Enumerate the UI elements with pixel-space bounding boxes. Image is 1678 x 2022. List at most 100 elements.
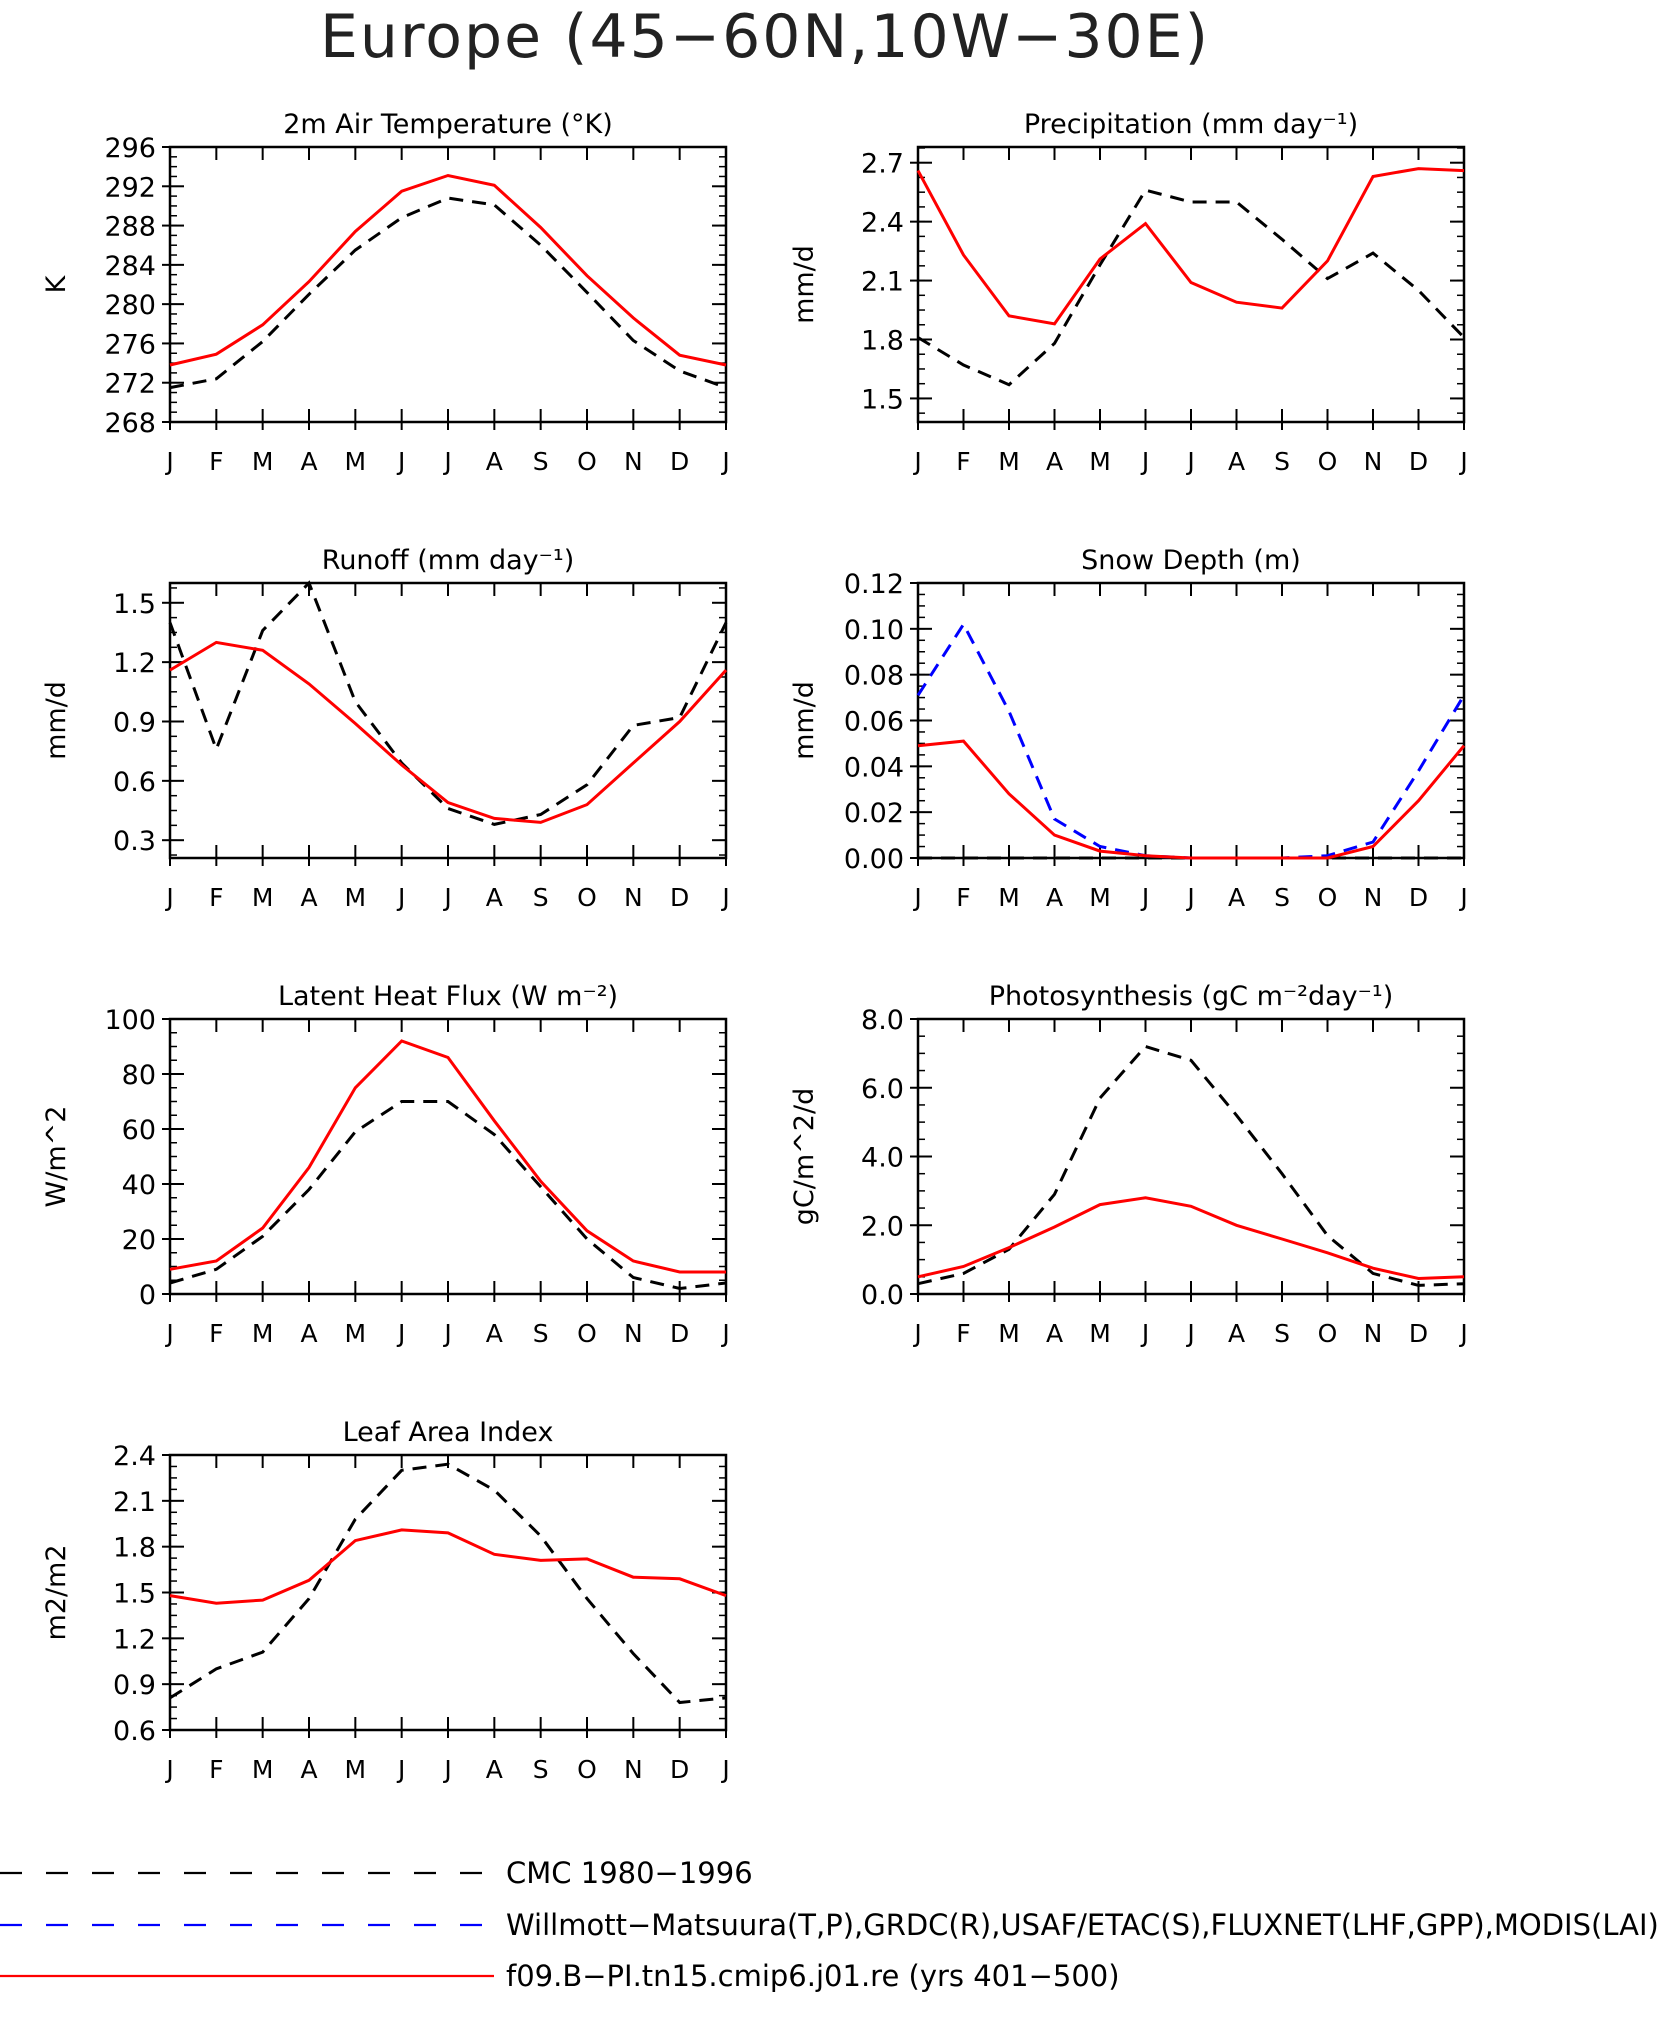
panel-title: Latent Heat Flux (W m⁻²) — [278, 981, 618, 1012]
y-tick-label: 0.04 — [844, 752, 904, 783]
y-tick-label: 80 — [122, 1060, 156, 1091]
dashed-series-line — [916, 621, 1466, 860]
y-tick-label: 1.5 — [113, 589, 156, 620]
panel-title: Leaf Area Index — [343, 1417, 554, 1448]
y-tick-label: 2.1 — [861, 267, 904, 298]
y-tick-label: 2.0 — [861, 1211, 904, 1242]
plot-frame — [168, 581, 728, 860]
month-label: M — [252, 883, 274, 912]
month-label: J — [720, 883, 729, 912]
y-tick-label: 0.12 — [844, 569, 904, 600]
month-label: J — [164, 883, 173, 912]
month-label: S — [1274, 883, 1290, 912]
y-axis-label: mm/d — [789, 245, 820, 324]
month-label: S — [533, 1319, 549, 1348]
panel-title: Precipitation (mm day⁻¹) — [1024, 109, 1358, 140]
y-axis-label: m2/m2 — [41, 1544, 72, 1640]
month-label: D — [1409, 883, 1428, 912]
y-tick-label: 0.9 — [113, 707, 156, 738]
month-label: J — [442, 1319, 451, 1348]
dashed-series-line — [169, 1100, 727, 1291]
month-label: A — [300, 1755, 317, 1784]
panel-title: Photosynthesis (gC m⁻²day⁻¹) — [989, 981, 1393, 1012]
solid-series-line — [917, 1196, 1465, 1281]
month-label: F — [956, 883, 970, 912]
month-label: A — [486, 883, 503, 912]
plot-frame — [168, 1017, 728, 1296]
month-label: F — [209, 1755, 223, 1784]
month-label: A — [486, 1319, 503, 1348]
y-tick-label: 20 — [122, 1225, 156, 1256]
month-label: S — [1274, 447, 1290, 476]
month-label: J — [164, 447, 173, 476]
panel-7: Leaf Area Index m2/m2 0.6 0.9 1.2 1.5 1.8 2.1 2.… — [41, 1417, 730, 1784]
panel-3: Runoff (mm day⁻¹)mm/d0.30.60.91.21.5J F M A… — [41, 545, 730, 912]
y-tick-label: 0.06 — [844, 707, 904, 738]
y-tick-label: 2.4 — [113, 1441, 156, 1472]
y-tick-label: 1.8 — [113, 1533, 156, 1564]
y-tick-label: 60 — [122, 1115, 156, 1146]
month-label: M — [252, 447, 274, 476]
month-label: M — [1089, 1319, 1111, 1348]
plot-frame — [916, 581, 1466, 860]
month-label: J — [442, 883, 451, 912]
month-label: S — [533, 883, 549, 912]
month-label: A — [300, 447, 317, 476]
month-label: A — [1228, 883, 1245, 912]
month-label: M — [998, 447, 1020, 476]
month-label: J — [1140, 1319, 1149, 1348]
month-label: J — [442, 447, 451, 476]
y-tick-label: 288 — [104, 212, 156, 243]
month-label: D — [670, 447, 689, 476]
y-tick-label: 272 — [104, 369, 156, 400]
month-label: A — [1046, 447, 1063, 476]
month-label: M — [345, 447, 367, 476]
solid-series-line — [169, 1039, 726, 1274]
solid-series-line — [917, 739, 1466, 860]
month-label: M — [345, 1755, 367, 1784]
legend: CMC 1980−1996 Willmott−Matsuura(T,P),GRDC… — [0, 1856, 1659, 1993]
month-label: N — [624, 447, 643, 476]
month-label: N — [1364, 1319, 1383, 1348]
panel-title: Runoff (mm day⁻¹) — [322, 545, 574, 576]
y-tick-label: 268 — [104, 408, 156, 439]
y-tick-label: 1.2 — [113, 1624, 156, 1655]
month-label: D — [1409, 447, 1428, 476]
y-axis-label: gC/m^2/d — [789, 1088, 820, 1225]
month-label: S — [533, 447, 549, 476]
month-label: J — [396, 1319, 405, 1348]
month-label: J — [912, 883, 921, 912]
month-label: M — [345, 883, 367, 912]
month-label: O — [1318, 883, 1338, 912]
month-label: J — [396, 447, 405, 476]
y-tick-label: 280 — [104, 290, 156, 321]
month-label: A — [1046, 1319, 1063, 1348]
month-label: J — [912, 447, 921, 476]
dashed-series-line — [917, 188, 1466, 387]
y-tick-label: 1.2 — [113, 648, 156, 679]
solid-series-line — [169, 173, 727, 367]
y-tick-label: 4.0 — [861, 1143, 904, 1174]
month-label: J — [720, 1755, 729, 1784]
dashed-series-line — [168, 580, 728, 826]
y-tick-label: 0.08 — [844, 661, 904, 692]
month-label: J — [1140, 447, 1149, 476]
month-label: N — [1364, 883, 1383, 912]
legend-label-1: CMC 1980−1996 — [506, 1856, 753, 1890]
month-label: O — [1318, 447, 1338, 476]
legend-label-3: f09.B−PI.tn15.cmip6.j01.re (yrs 401−500) — [506, 1959, 1120, 1993]
y-tick-label: 0.9 — [113, 1670, 156, 1701]
month-label: J — [912, 1319, 921, 1348]
month-label: J — [396, 883, 405, 912]
y-tick-label: 0.6 — [113, 767, 156, 798]
month-label: J — [164, 1755, 173, 1784]
month-label: M — [345, 1319, 367, 1348]
panel-6: Photosynthesis (gC m⁻²day⁻¹) gC/m^2/d 0.0 2… — [789, 981, 1468, 1348]
legend-label-2: Willmott−Matsuura(T,P),GRDC(R),USAF/ETAC… — [506, 1908, 1659, 1942]
month-label: A — [1228, 447, 1245, 476]
plot-frame — [168, 1453, 728, 1732]
y-axis-label: mm/d — [41, 681, 72, 760]
y-axis-label: W/m^2 — [41, 1106, 72, 1208]
